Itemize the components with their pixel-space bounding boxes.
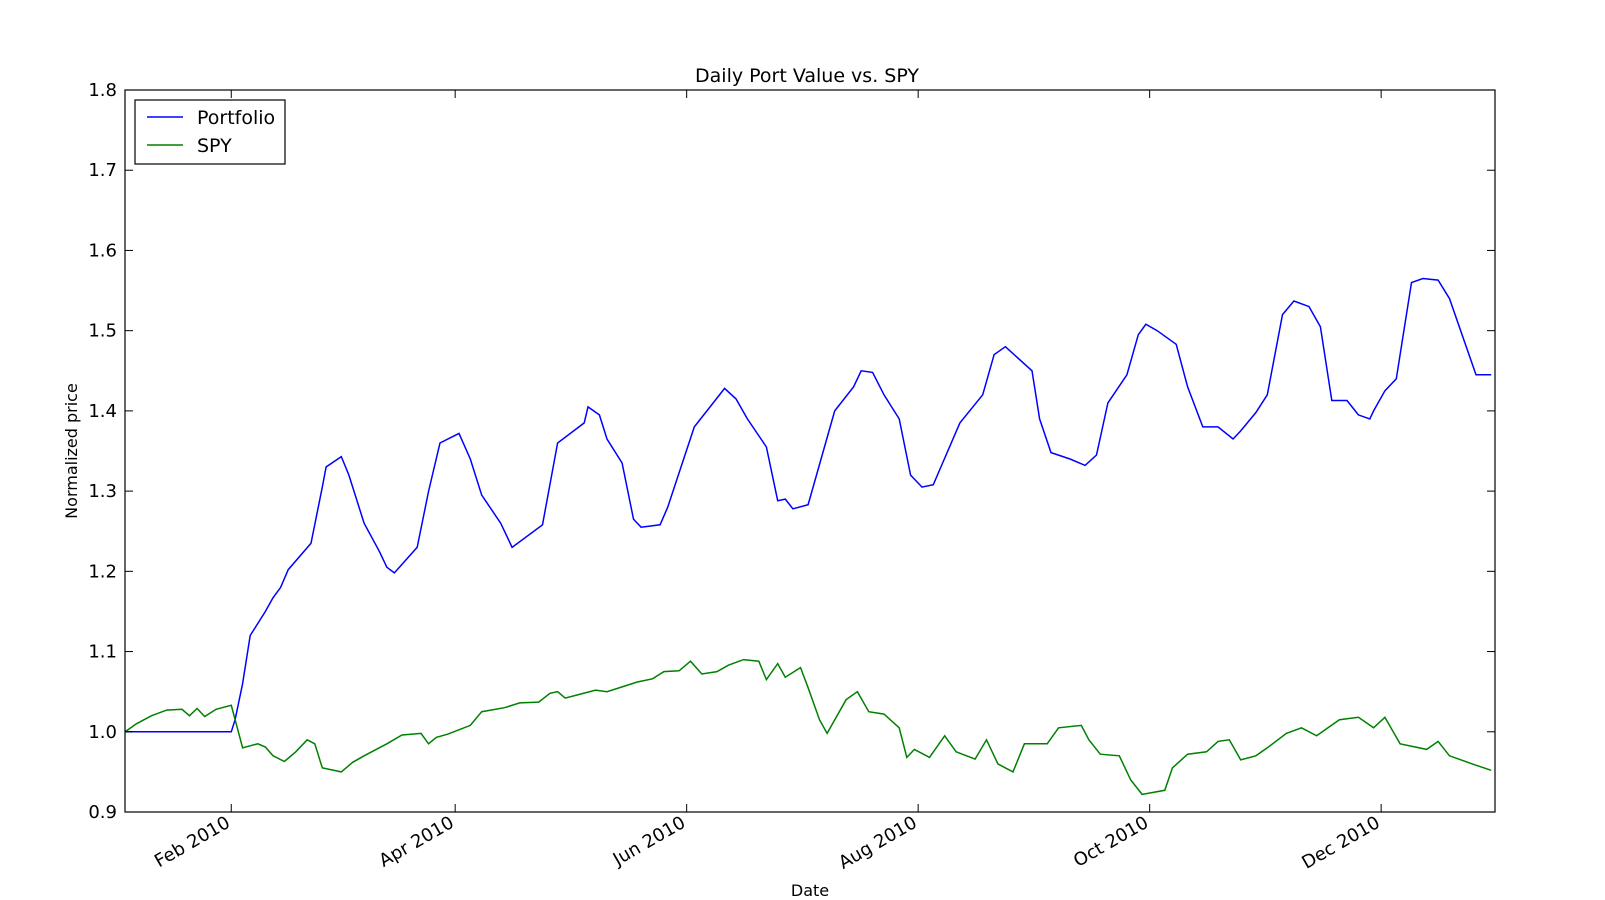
y-tick-label: 1.2 [88, 561, 117, 582]
y-tick-label: 1.1 [88, 642, 117, 663]
x-axis-label: Date [791, 881, 829, 900]
legend-label-portfolio: Portfolio [197, 107, 275, 129]
legend-label-spy: SPY [197, 135, 232, 157]
chart-title: Daily Port Value vs. SPY [695, 65, 919, 87]
series-line-portfolio [125, 277, 1492, 733]
y-tick-label: 1.5 [88, 321, 117, 342]
y-tick-label: 1.6 [88, 240, 117, 261]
series-line-spy [124, 658, 1492, 796]
plot-frame [124, 89, 1496, 813]
y-tick-label: 1.4 [88, 401, 117, 422]
legend: Portfolio SPY [134, 99, 286, 165]
y-tick-label: 0.9 [88, 802, 117, 823]
plot-area [124, 277, 1492, 796]
y-axis: 0.9 1.0 1.1 1.2 1.3 1.4 1.5 1.6 1.7 1.8 [88, 80, 1495, 823]
y-tick-label: 1.0 [88, 722, 117, 743]
y-axis-label: Normalized price [62, 383, 81, 519]
legend-box [134, 99, 286, 165]
y-tick-label: 1.3 [88, 481, 117, 502]
y-tick-label: 1.8 [88, 80, 117, 101]
y-tick-label: 1.7 [88, 160, 117, 181]
